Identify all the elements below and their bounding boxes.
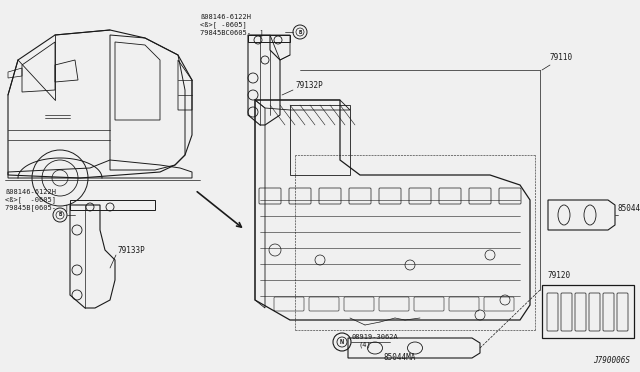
- Text: 79120: 79120: [548, 271, 571, 280]
- Text: 79845BC0605-  ]: 79845BC0605- ]: [200, 29, 264, 36]
- Text: 85044MA: 85044MA: [384, 353, 416, 362]
- Text: 79133P: 79133P: [118, 246, 146, 255]
- Text: 79110: 79110: [550, 53, 573, 62]
- Text: B: B: [298, 29, 301, 35]
- Text: <ß>[  -0605]: <ß>[ -0605]: [5, 196, 56, 203]
- Text: B: B: [58, 212, 61, 218]
- Text: ß08146-6122H: ß08146-6122H: [5, 189, 56, 195]
- Text: 85044M: 85044M: [618, 204, 640, 213]
- Text: J790006S: J790006S: [593, 356, 630, 365]
- Text: (4): (4): [358, 341, 371, 348]
- Text: <ß>[ -0605]: <ß>[ -0605]: [200, 21, 247, 28]
- Text: ß08146-6122H: ß08146-6122H: [200, 14, 251, 20]
- Text: N: N: [340, 339, 344, 345]
- Text: 79845B[0605-  ]: 79845B[0605- ]: [5, 204, 68, 211]
- Text: 08919-3062A: 08919-3062A: [352, 334, 399, 340]
- Text: 79132P: 79132P: [295, 81, 323, 90]
